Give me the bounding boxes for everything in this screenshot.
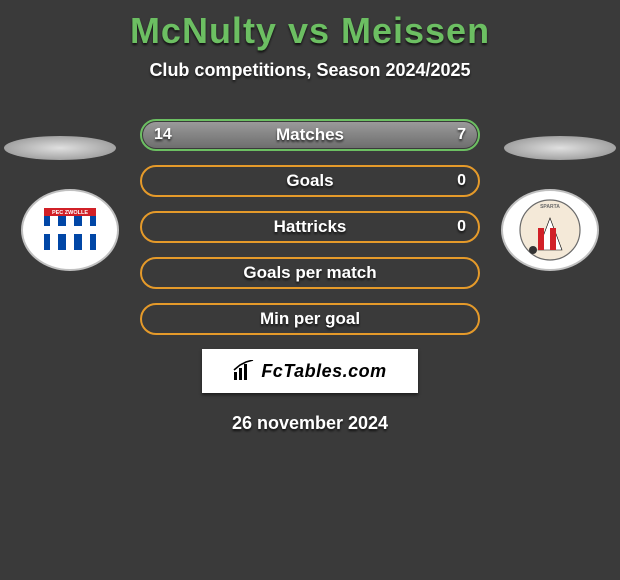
stat-row: 0Hattricks bbox=[140, 211, 480, 243]
brand-badge[interactable]: FcTables.com bbox=[202, 349, 418, 393]
stat-value-right: 0 bbox=[457, 211, 466, 243]
brand-chart-icon bbox=[233, 360, 255, 382]
stat-border bbox=[140, 165, 480, 197]
stat-border bbox=[140, 211, 480, 243]
date-text: 26 november 2024 bbox=[0, 413, 620, 434]
page-title: McNulty vs Meissen bbox=[0, 10, 620, 52]
brand-text: FcTables.com bbox=[261, 361, 386, 382]
stat-value-right: 7 bbox=[457, 119, 466, 151]
subtitle: Club competitions, Season 2024/2025 bbox=[0, 60, 620, 81]
bar-left bbox=[143, 122, 366, 148]
stat-row: Min per goal bbox=[140, 303, 480, 335]
stat-border bbox=[140, 257, 480, 289]
stat-value-left: 14 bbox=[154, 119, 172, 151]
stat-border bbox=[140, 303, 480, 335]
stat-value-right: 0 bbox=[457, 165, 466, 197]
stat-row: 147Matches bbox=[140, 119, 480, 151]
stat-area: 147Matches0Goals0HattricksGoals per matc… bbox=[0, 119, 620, 335]
stat-row: Goals per match bbox=[140, 257, 480, 289]
stat-row: 0Goals bbox=[140, 165, 480, 197]
